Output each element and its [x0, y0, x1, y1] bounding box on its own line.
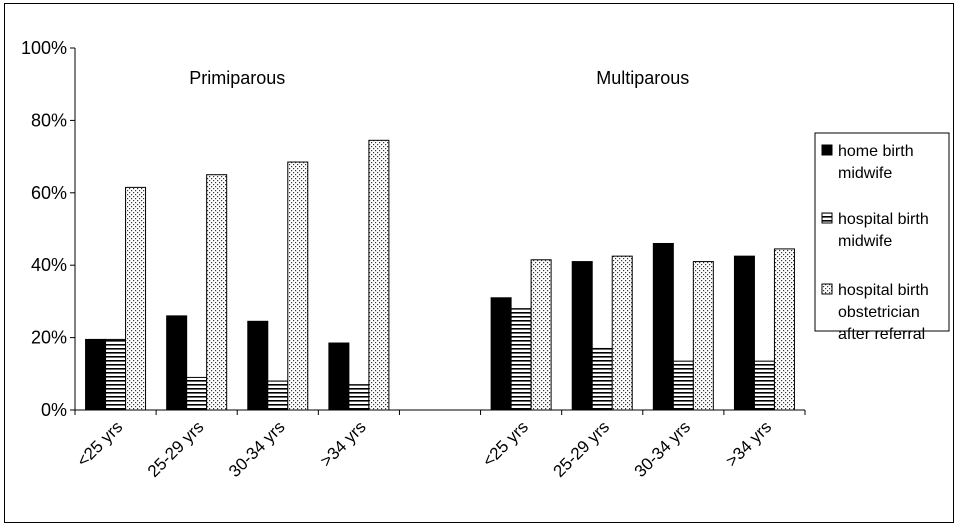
bar [773, 248, 795, 411]
legend-label: hospital birth [838, 282, 929, 299]
bar [328, 342, 350, 411]
bar [105, 338, 127, 411]
y-tick-label: 60% [31, 183, 67, 203]
bar [490, 297, 512, 411]
legend-label: midwife [838, 233, 892, 250]
bar [287, 161, 309, 411]
legend-label: obstetrician [838, 304, 920, 321]
bar [652, 242, 674, 411]
bar [571, 261, 593, 411]
group-title: Primiparous [189, 68, 285, 88]
legend-swatch [821, 144, 833, 156]
bar [753, 360, 775, 411]
legend-label: hospital birth [838, 211, 929, 228]
bar [530, 259, 552, 411]
legend-swatch [821, 283, 833, 295]
legend-box [814, 132, 950, 332]
x-tick-label: 25-29 yrs [144, 417, 208, 481]
legend: home birth midwife hospital birth midwife ho… [814, 132, 950, 343]
bar [510, 308, 532, 411]
chart-frame: 0% 20% 40% 60% 80% 100% Primiparous <25 yrs 25-2… [4, 3, 954, 523]
x-tick-label: >34 yrs [317, 417, 370, 470]
bar [186, 376, 208, 411]
y-tick-label: 80% [31, 110, 67, 130]
bar [206, 174, 228, 411]
x-tick-label: 30-34 yrs [225, 417, 289, 481]
bar [348, 384, 370, 411]
bar [591, 347, 613, 411]
bar [125, 186, 147, 411]
group-title: Multiparous [596, 68, 689, 88]
bar [166, 315, 188, 411]
bar [611, 255, 633, 411]
bar [733, 255, 755, 411]
bar [247, 320, 269, 411]
x-tick-label: 30-34 yrs [631, 417, 695, 481]
chart: 0% 20% 40% 60% 80% 100% Primiparous <25 yrs 25-2… [21, 38, 950, 481]
legend-label: midwife [838, 165, 892, 182]
bar [672, 360, 694, 411]
y-tick-label: 0% [41, 400, 67, 420]
x-tick-label: >34 yrs [722, 417, 775, 470]
bar [368, 139, 390, 411]
x-tick-label: <25 yrs [73, 417, 126, 470]
x-tick-label: <25 yrs [479, 417, 532, 470]
legend-swatch [821, 212, 833, 224]
bar [267, 380, 289, 411]
y-tick-label: 20% [31, 328, 67, 348]
legend-label: home birth [838, 143, 914, 160]
legend-label: after referral [838, 326, 925, 343]
bar [692, 261, 714, 411]
y-tick-label: 40% [31, 255, 67, 275]
x-tick-label: 25-29 yrs [549, 417, 613, 481]
bar [85, 338, 107, 411]
plot-area: 0% 20% 40% 60% 80% 100% Primiparous <25 yrs 25-2… [21, 38, 806, 481]
y-tick-label: 100% [21, 38, 67, 58]
